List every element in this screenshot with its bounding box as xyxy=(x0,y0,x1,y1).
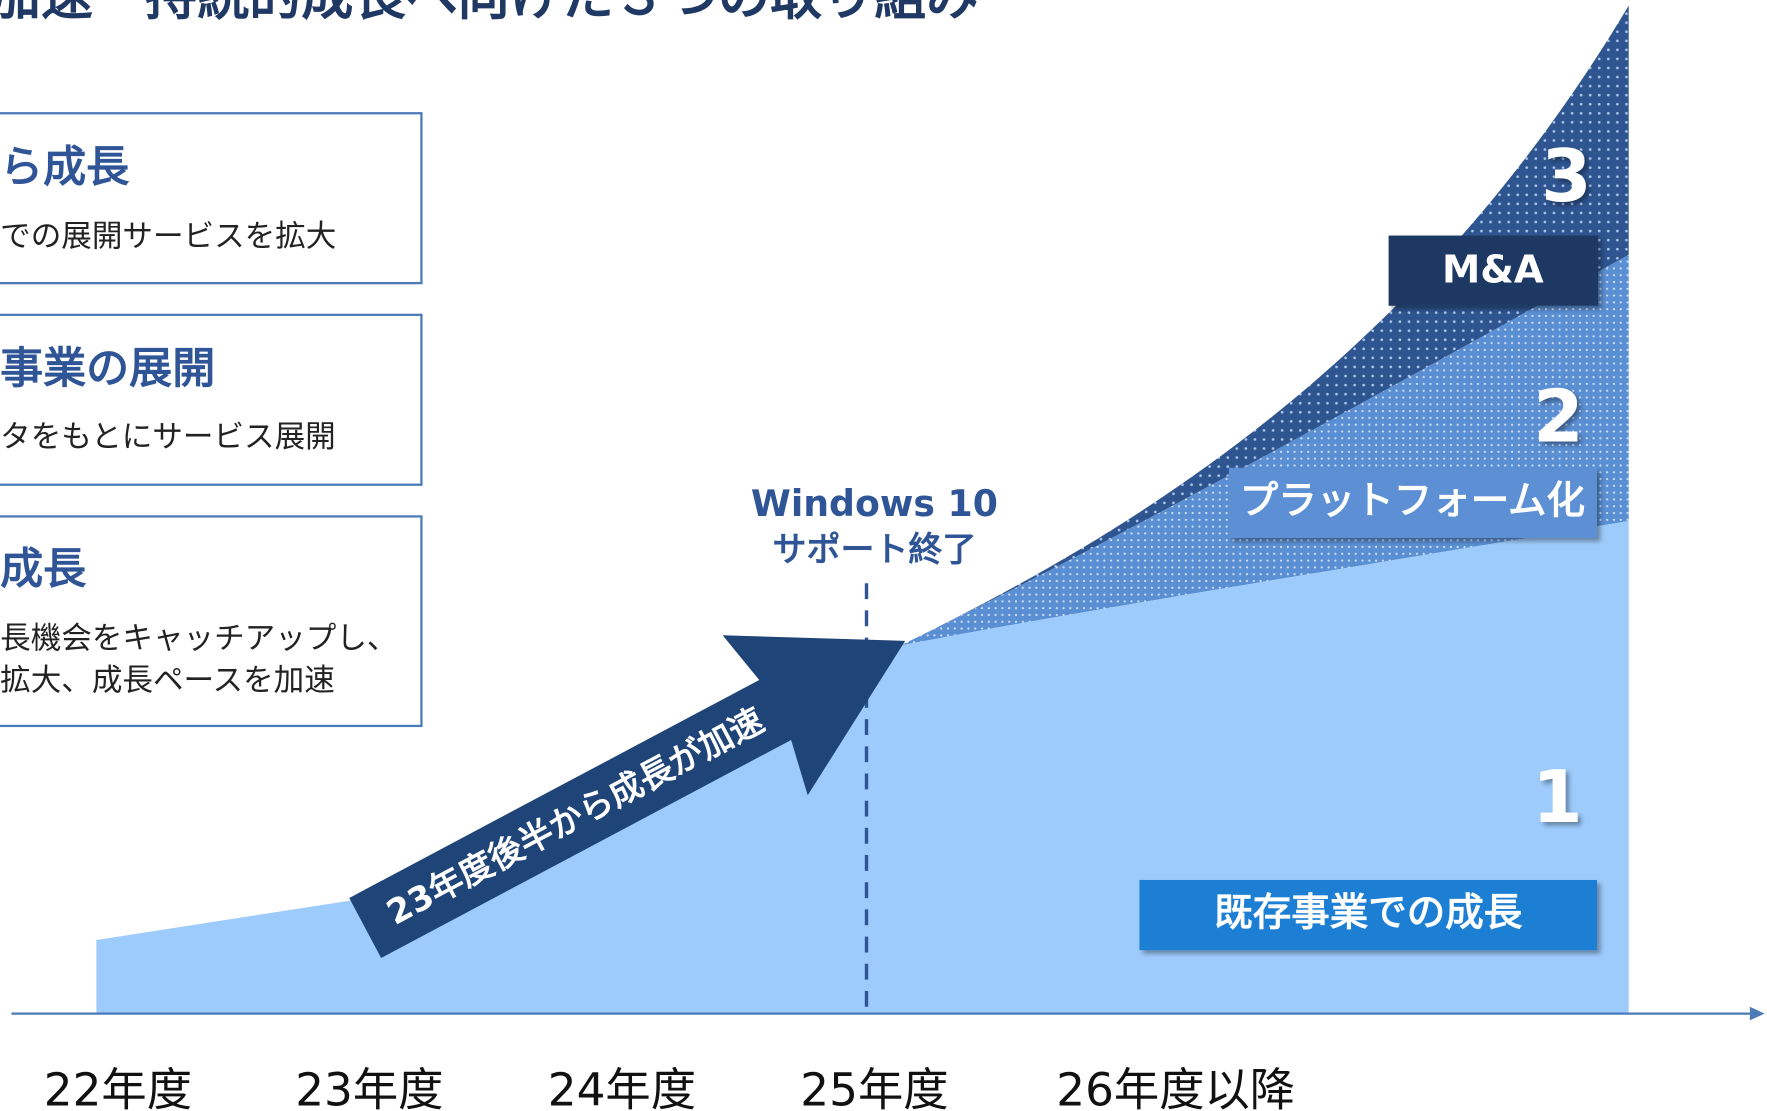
box-text: タをもとにサービス展開 xyxy=(0,420,336,455)
box-title: 成長 xyxy=(0,544,87,594)
x-label: 23年度 xyxy=(295,1063,443,1111)
axis-arrow xyxy=(1749,1006,1765,1021)
box-text: 長機会をキャッチアップし、 xyxy=(0,621,397,656)
label-box xyxy=(1228,467,1597,538)
box-3: 成長 長機会をキャッチアップし、 拡大、成長ペースを加速 xyxy=(0,515,423,728)
layer-label: プラットフォーム化 xyxy=(1240,478,1585,523)
layer-3-area xyxy=(900,5,1629,646)
box-text: 拡大、成長ペースを加速 xyxy=(0,663,335,698)
label-box xyxy=(1139,879,1597,951)
x-label: 25年度 xyxy=(800,1063,948,1111)
box-title: 事業の展開 xyxy=(0,344,215,394)
layer-number: 1 xyxy=(1532,756,1582,840)
marker-text: Windows 10 xyxy=(751,482,998,525)
layer-number: 2 xyxy=(1533,375,1583,459)
layer-number: 3 xyxy=(1541,135,1591,219)
x-label: 22年度 xyxy=(44,1063,192,1111)
label-box xyxy=(1388,235,1599,306)
layer-label: M&A xyxy=(1442,247,1544,292)
marker-text: サポート終了 xyxy=(773,530,977,570)
box-2: 事業の展開 タをもとにサービス展開 xyxy=(0,313,423,486)
layer-2-area xyxy=(900,254,1629,646)
box-1: ら成長 での展開サービスを拡大 xyxy=(0,112,423,285)
slide-title: 加速 持続的成長へ向けた３つの取り組み xyxy=(0,0,978,27)
layer-label: 既存事業での成長 xyxy=(1214,891,1523,936)
box-text: での展開サービスを拡大 xyxy=(0,219,336,254)
box-title: ら成長 xyxy=(0,142,130,192)
x-label: 24年度 xyxy=(548,1063,696,1111)
x-label: 26年度以降 xyxy=(1056,1063,1295,1111)
